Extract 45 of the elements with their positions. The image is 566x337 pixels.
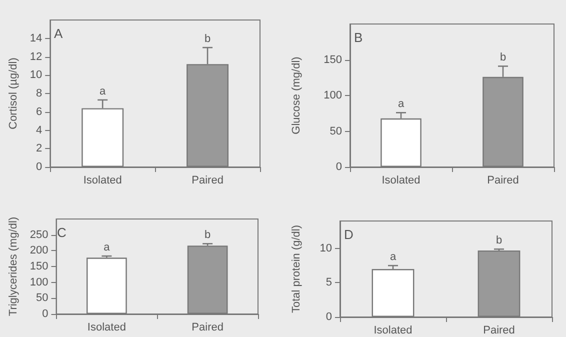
x-tick-label: Paired: [487, 174, 519, 186]
annotation: a: [390, 251, 397, 264]
y-tick-label: 0: [36, 161, 42, 173]
y-tick-label: 50: [330, 125, 342, 138]
y-tick-label: 4: [36, 124, 42, 136]
y-tick-label: 8: [36, 88, 42, 100]
x-tick-label: Isolated: [87, 322, 126, 334]
y-tick-label: 0: [326, 311, 332, 323]
y-axis-title: Triglycerides (mg/dl): [8, 216, 20, 316]
y-tick-label: 150: [30, 260, 48, 272]
y-tick-label: 250: [30, 228, 48, 241]
x-tick-label: Paired: [483, 324, 515, 336]
y-tick-label: 100: [324, 90, 342, 102]
chart-title: B: [354, 30, 363, 45]
text: A: [54, 26, 63, 41]
y-tick-label: 2: [36, 142, 42, 155]
y-tick-label: 12: [30, 50, 42, 63]
text: C: [57, 225, 66, 240]
annotation: b: [500, 52, 506, 64]
annotation: a: [398, 98, 405, 110]
annotation: b: [204, 33, 211, 46]
y-tick-label: 0: [336, 161, 342, 173]
y-tick-label: 14: [30, 32, 42, 44]
y-tick-label: 10: [30, 69, 42, 82]
text: D: [344, 227, 354, 242]
y-tick-label: 10: [320, 242, 332, 254]
y-tick-label: 100: [30, 276, 48, 288]
y-tick-label: 0: [42, 308, 48, 320]
annotation: b: [496, 234, 502, 247]
y-axis-title: Total protein (g/dl): [290, 224, 302, 314]
annotation: a: [100, 85, 107, 98]
x-tick-label: Paired: [192, 174, 224, 186]
y-tick-label: 200: [30, 244, 48, 257]
annotation: a: [104, 242, 111, 254]
y-tick-label: 150: [324, 54, 342, 66]
y-axis-title: Glucose (mg/dl): [290, 56, 302, 134]
y-tick-label: 5: [326, 276, 332, 289]
y-tick-label: 50: [36, 292, 48, 304]
y-tick-label: 6: [36, 106, 42, 118]
x-tick-label: Isolated: [374, 324, 412, 336]
x-tick-label: Paired: [192, 322, 224, 334]
x-tick-label: Isolated: [83, 174, 122, 186]
x-tick-label: Isolated: [382, 174, 420, 186]
y-axis-title: Cortisol (µg/dl): [8, 58, 20, 130]
annotation: b: [204, 229, 211, 242]
